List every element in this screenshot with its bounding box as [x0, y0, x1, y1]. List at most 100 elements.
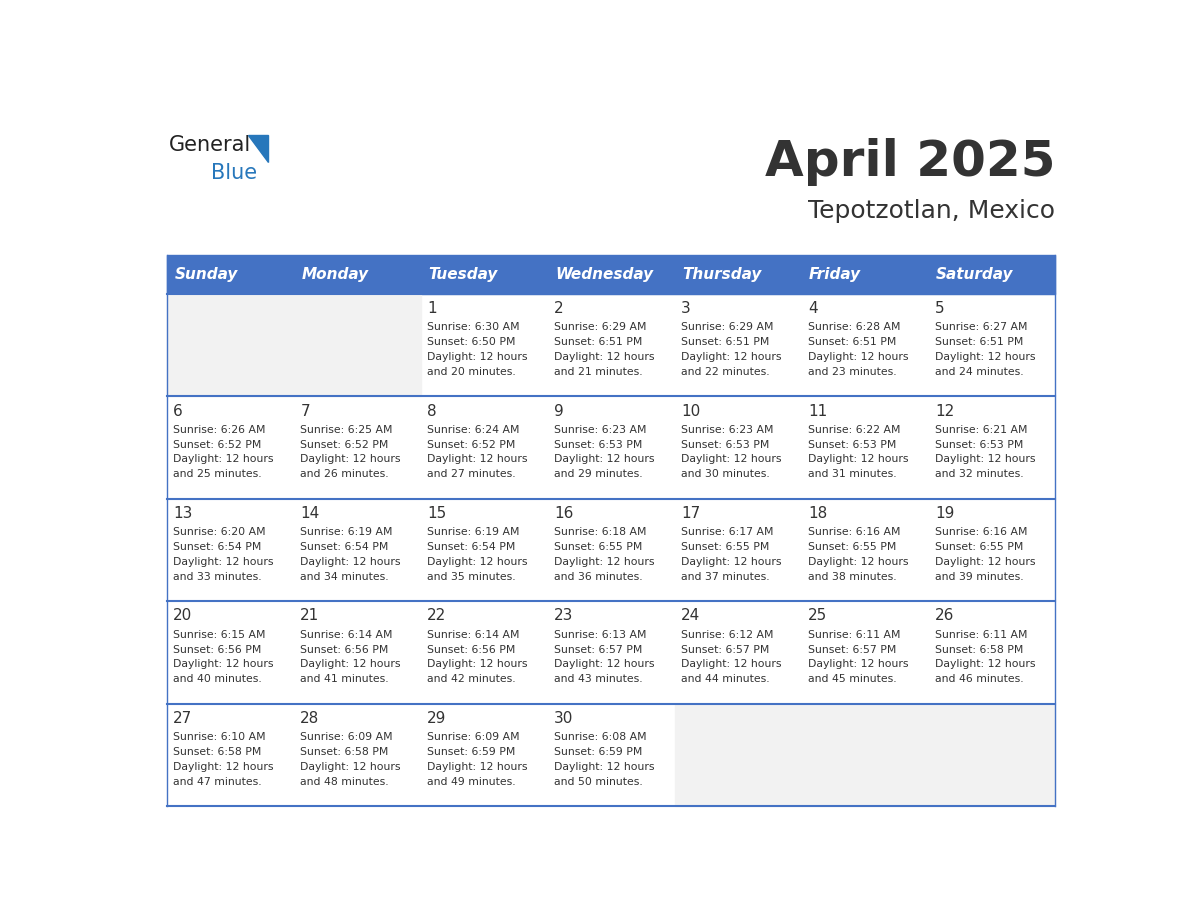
Text: and 46 minutes.: and 46 minutes.: [935, 674, 1024, 684]
Text: Sunrise: 6:16 AM: Sunrise: 6:16 AM: [935, 527, 1028, 537]
Text: Daylight: 12 hours: Daylight: 12 hours: [935, 659, 1036, 669]
Text: Sunrise: 6:23 AM: Sunrise: 6:23 AM: [554, 425, 646, 435]
Text: Sunset: 6:55 PM: Sunset: 6:55 PM: [681, 542, 770, 552]
Text: Sunset: 6:56 PM: Sunset: 6:56 PM: [428, 644, 516, 655]
Text: Daylight: 12 hours: Daylight: 12 hours: [301, 557, 400, 567]
Bar: [166, 397, 1055, 498]
Text: Sunset: 6:55 PM: Sunset: 6:55 PM: [554, 542, 643, 552]
Text: and 31 minutes.: and 31 minutes.: [808, 469, 897, 479]
Text: Daylight: 12 hours: Daylight: 12 hours: [935, 454, 1036, 465]
Text: and 48 minutes.: and 48 minutes.: [301, 777, 388, 787]
Text: and 36 minutes.: and 36 minutes.: [554, 572, 643, 582]
Text: and 34 minutes.: and 34 minutes.: [301, 572, 388, 582]
Text: Daylight: 12 hours: Daylight: 12 hours: [301, 454, 400, 465]
Text: and 45 minutes.: and 45 minutes.: [808, 674, 897, 684]
Text: Daylight: 12 hours: Daylight: 12 hours: [173, 557, 274, 567]
Text: Sunset: 6:53 PM: Sunset: 6:53 PM: [554, 440, 643, 450]
Text: Sunset: 6:55 PM: Sunset: 6:55 PM: [935, 542, 1023, 552]
Text: Daylight: 12 hours: Daylight: 12 hours: [681, 659, 782, 669]
Text: Daylight: 12 hours: Daylight: 12 hours: [428, 557, 527, 567]
Text: and 42 minutes.: and 42 minutes.: [428, 674, 516, 684]
Bar: [166, 294, 293, 397]
Text: Tepotzotlan, Mexico: Tepotzotlan, Mexico: [808, 198, 1055, 222]
Text: Friday: Friday: [809, 267, 861, 282]
Text: Sunset: 6:56 PM: Sunset: 6:56 PM: [301, 644, 388, 655]
Text: 5: 5: [935, 301, 944, 316]
Text: and 35 minutes.: and 35 minutes.: [428, 572, 516, 582]
Text: 19: 19: [935, 506, 954, 521]
Text: Sunset: 6:59 PM: Sunset: 6:59 PM: [428, 747, 516, 757]
Text: Sunrise: 6:17 AM: Sunrise: 6:17 AM: [681, 527, 773, 537]
Text: Daylight: 12 hours: Daylight: 12 hours: [301, 762, 400, 772]
Text: Sunrise: 6:20 AM: Sunrise: 6:20 AM: [173, 527, 266, 537]
Text: and 20 minutes.: and 20 minutes.: [428, 367, 516, 376]
Text: Sunrise: 6:26 AM: Sunrise: 6:26 AM: [173, 425, 266, 435]
Text: Daylight: 12 hours: Daylight: 12 hours: [173, 454, 274, 465]
Bar: [929, 704, 1055, 806]
Text: Sunrise: 6:18 AM: Sunrise: 6:18 AM: [554, 527, 646, 537]
Text: Sunset: 6:58 PM: Sunset: 6:58 PM: [173, 747, 261, 757]
Text: Sunset: 6:56 PM: Sunset: 6:56 PM: [173, 644, 261, 655]
Text: Sunset: 6:58 PM: Sunset: 6:58 PM: [935, 644, 1023, 655]
Text: Sunrise: 6:30 AM: Sunrise: 6:30 AM: [428, 322, 520, 332]
Text: and 24 minutes.: and 24 minutes.: [935, 367, 1024, 376]
Text: Sunset: 6:57 PM: Sunset: 6:57 PM: [554, 644, 643, 655]
Text: Sunset: 6:52 PM: Sunset: 6:52 PM: [428, 440, 516, 450]
Text: 15: 15: [428, 506, 447, 521]
Text: Sunset: 6:54 PM: Sunset: 6:54 PM: [173, 542, 261, 552]
Text: Sunset: 6:53 PM: Sunset: 6:53 PM: [935, 440, 1023, 450]
Text: 12: 12: [935, 404, 954, 419]
Text: Sunrise: 6:23 AM: Sunrise: 6:23 AM: [681, 425, 773, 435]
Bar: [802, 704, 929, 806]
Text: and 47 minutes.: and 47 minutes.: [173, 777, 263, 787]
Text: Daylight: 12 hours: Daylight: 12 hours: [808, 454, 909, 465]
Text: and 27 minutes.: and 27 minutes.: [428, 469, 516, 479]
Text: and 43 minutes.: and 43 minutes.: [554, 674, 643, 684]
Text: and 25 minutes.: and 25 minutes.: [173, 469, 263, 479]
Text: 26: 26: [935, 609, 954, 623]
Text: Sunrise: 6:24 AM: Sunrise: 6:24 AM: [428, 425, 519, 435]
Text: Sunday: Sunday: [175, 267, 238, 282]
Text: and 29 minutes.: and 29 minutes.: [554, 469, 643, 479]
Text: Sunrise: 6:09 AM: Sunrise: 6:09 AM: [428, 733, 520, 742]
Text: Daylight: 12 hours: Daylight: 12 hours: [428, 659, 527, 669]
Bar: [293, 294, 421, 397]
Text: 14: 14: [301, 506, 320, 521]
Text: Sunset: 6:57 PM: Sunset: 6:57 PM: [808, 644, 897, 655]
Text: 18: 18: [808, 506, 827, 521]
Text: Daylight: 12 hours: Daylight: 12 hours: [681, 557, 782, 567]
Text: 23: 23: [554, 609, 574, 623]
Text: and 41 minutes.: and 41 minutes.: [301, 674, 388, 684]
Text: Daylight: 12 hours: Daylight: 12 hours: [301, 659, 400, 669]
Text: Sunset: 6:54 PM: Sunset: 6:54 PM: [301, 542, 388, 552]
Text: 28: 28: [301, 711, 320, 726]
Text: Daylight: 12 hours: Daylight: 12 hours: [681, 454, 782, 465]
Text: Sunrise: 6:27 AM: Sunrise: 6:27 AM: [935, 322, 1028, 332]
Text: Daylight: 12 hours: Daylight: 12 hours: [935, 557, 1036, 567]
Text: 30: 30: [554, 711, 574, 726]
Text: 20: 20: [173, 609, 192, 623]
Text: Sunrise: 6:28 AM: Sunrise: 6:28 AM: [808, 322, 901, 332]
Text: 1: 1: [428, 301, 437, 316]
Text: Daylight: 12 hours: Daylight: 12 hours: [554, 659, 655, 669]
Text: Sunrise: 6:10 AM: Sunrise: 6:10 AM: [173, 733, 266, 742]
Text: and 21 minutes.: and 21 minutes.: [554, 367, 643, 376]
Text: Sunrise: 6:08 AM: Sunrise: 6:08 AM: [554, 733, 646, 742]
Text: and 23 minutes.: and 23 minutes.: [808, 367, 897, 376]
Text: 25: 25: [808, 609, 827, 623]
Text: Daylight: 12 hours: Daylight: 12 hours: [808, 557, 909, 567]
Text: and 22 minutes.: and 22 minutes.: [681, 367, 770, 376]
Text: Daylight: 12 hours: Daylight: 12 hours: [428, 352, 527, 362]
Text: Sunrise: 6:16 AM: Sunrise: 6:16 AM: [808, 527, 901, 537]
Text: 2: 2: [554, 301, 564, 316]
Text: Daylight: 12 hours: Daylight: 12 hours: [428, 762, 527, 772]
Bar: [166, 601, 1055, 704]
Text: 11: 11: [808, 404, 827, 419]
Text: Sunrise: 6:15 AM: Sunrise: 6:15 AM: [173, 630, 266, 640]
Text: Sunrise: 6:19 AM: Sunrise: 6:19 AM: [301, 527, 393, 537]
Bar: [675, 704, 802, 806]
Text: 24: 24: [681, 609, 700, 623]
Text: and 44 minutes.: and 44 minutes.: [681, 674, 770, 684]
Text: Daylight: 12 hours: Daylight: 12 hours: [173, 659, 274, 669]
Text: 27: 27: [173, 711, 192, 726]
